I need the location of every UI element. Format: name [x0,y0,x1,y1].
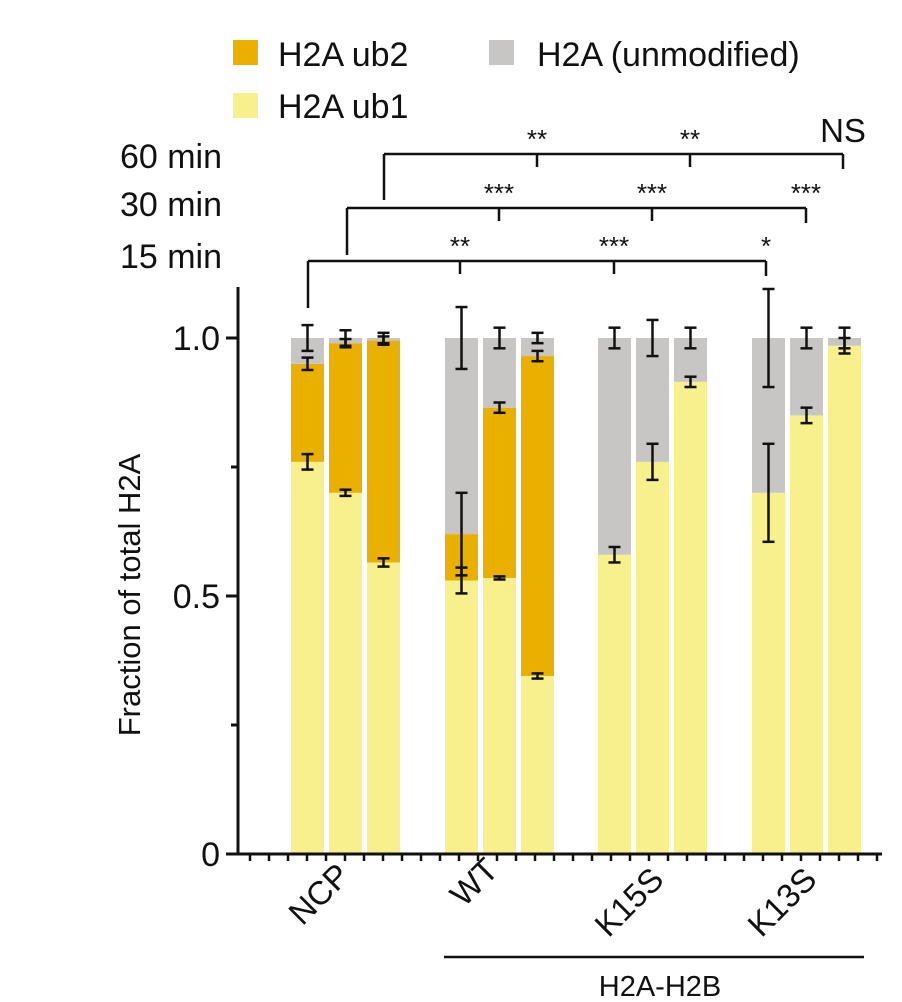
bracket-label-h2a-h2b: H2A-H2B [599,971,722,1002]
timepoint-label-60-min: 60 min [120,138,222,176]
bar-wt-30-min-ub2 [483,407,516,578]
sig-60-min-mark-0: ** [527,124,547,154]
y-axis-label: Fraction of total H2A [112,453,147,736]
bar-ncp-30-min-ub2 [329,343,362,493]
sig-30-min-mark-0: *** [484,178,514,208]
bar-k13s-30-min-unmod [790,338,823,416]
bar-k15s-30-min-ub1 [636,461,669,854]
bar-ncp-15-min-ub2 [291,363,324,462]
bar-wt-15-min-ub1 [445,580,478,854]
sig-15-min-mark-1: *** [599,231,629,261]
bar-k15s-15-min-unmod [598,338,631,555]
legend-swatch-h2a-ub1 [233,93,258,118]
bar-wt-60-min-ub2 [521,356,554,676]
timepoint-label-30-min: 30 min [120,186,222,224]
bars [291,338,861,854]
x-label-ncp: NCP [281,856,356,931]
legend: H2A ub2 H2A (unmodified) H2A ub1 [233,36,800,126]
bar-ncp-30-min-ub1 [329,492,362,854]
bar-wt-60-min-unmod [521,338,554,357]
y-tick-label-1-0: 1.0 [173,320,220,358]
sig-60-min-mark-1: ** [680,124,700,154]
x-axis: NCP WT K15S K13S [238,851,882,959]
bar-k13s-60-min-ub1 [828,345,861,854]
legend-label-h2a-unmodified: H2A (unmodified) [537,36,800,74]
sig-60-min-mark-2: NS [820,112,866,149]
legend-swatch-h2a-unmodified [489,40,514,65]
bar-ncp-15-min-ub1 [291,461,324,854]
sig-15-min-mark-2: * [761,231,771,261]
timepoint-label-15-min: 15 min [120,238,222,276]
y-tick-label-0-5: 0.5 [173,578,220,616]
bar-k15s-30-min-unmod [636,338,669,462]
bar-wt-30-min-unmod [483,338,516,408]
bar-wt-60-min-ub1 [521,675,554,854]
legend-swatch-h2a-ub2 [233,40,258,65]
sig-30-min-mark-2: *** [791,178,821,208]
bar-k15s-60-min-ub1 [674,381,707,854]
sig-15-min-mark-0: ** [450,231,470,261]
bar-ncp-60-min-ub1 [367,562,400,854]
bar-k15s-15-min-ub1 [598,554,631,854]
x-label-k15s: K15S [587,860,670,943]
y-axis: 0 0.5 1.0 [173,287,240,874]
legend-label-h2a-ub1: H2A ub1 [278,88,408,126]
x-label-wt: WT [443,851,505,913]
x-label-k13s: K13S [740,860,823,943]
sig-30-min-mark-1: *** [637,178,667,208]
bar-k13s-15-min-ub1 [752,492,785,854]
error-bars [301,287,851,680]
y-tick-label-0: 0 [201,836,220,874]
bar-wt-30-min-ub1 [483,577,516,854]
bar-k13s-30-min-ub1 [790,415,823,854]
legend-label-h2a-ub2: H2A ub2 [278,36,408,74]
bar-ncp-60-min-ub2 [367,340,400,563]
